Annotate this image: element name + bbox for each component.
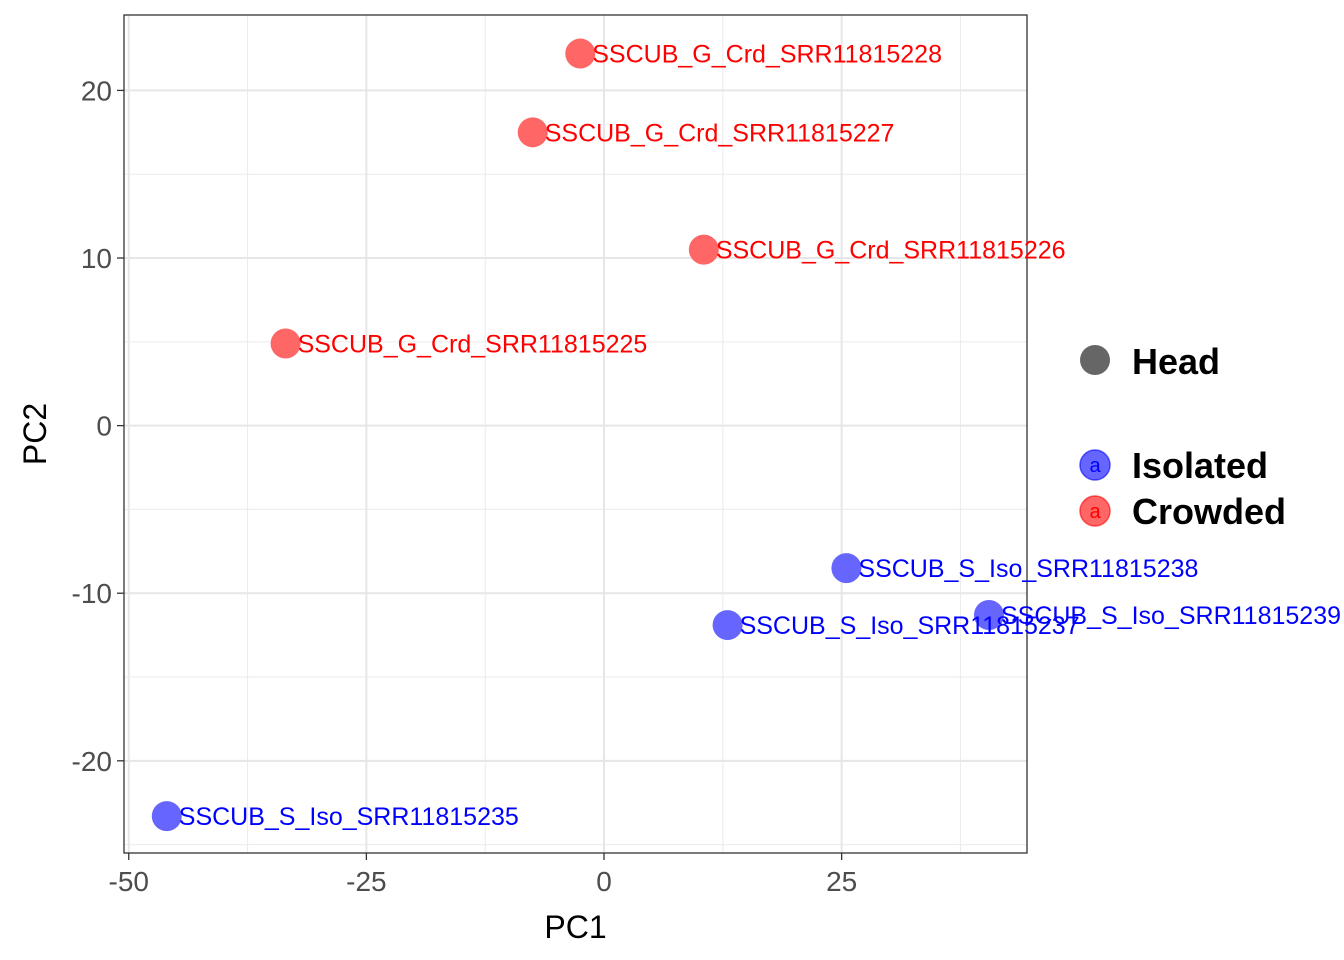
axis-ticks: -50 -25 0 25 -20 -10 0 10 20 — [72, 75, 858, 897]
legend-series-label: Isolated — [1132, 445, 1268, 486]
x-tick-label: -50 — [109, 866, 149, 897]
legend-key-glyph: a — [1089, 501, 1101, 523]
y-tick-label: 0 — [96, 411, 112, 442]
data-point — [831, 553, 862, 584]
data-point — [151, 801, 182, 832]
data-point — [270, 328, 301, 359]
y-tick-label: 10 — [81, 243, 112, 274]
data-point-label: SSCUB_G_Crd_SRR11815226 — [716, 237, 1066, 265]
y-tick-label: -10 — [72, 578, 112, 609]
legend-color-key — [1079, 495, 1111, 527]
legend-shape-label: Head — [1132, 341, 1220, 382]
legend-color-keys: a Isolated a Crowded — [1079, 445, 1286, 532]
x-axis-title: PC1 — [544, 909, 606, 945]
data-point — [517, 117, 548, 148]
data-point — [712, 610, 743, 641]
y-tick-label: -20 — [72, 746, 112, 777]
point-labels: SSCUB_S_Iso_SRR11815235 SSCUB_S_Iso_SRR11… — [179, 41, 1341, 832]
x-tick-label: -25 — [346, 866, 386, 897]
data-point-label: SSCUB_S_Iso_SRR11815237 — [740, 612, 1080, 640]
legend-key-glyph: a — [1089, 455, 1101, 477]
data-point-label: SSCUB_G_Crd_SRR11815228 — [592, 41, 942, 69]
panel-border — [123, 14, 1028, 854]
data-point-label: SSCUB_G_Crd_SRR11815225 — [298, 330, 648, 358]
data-point-label: SSCUB_S_Iso_SRR11815235 — [179, 803, 519, 831]
data-point — [688, 234, 719, 265]
y-axis-title: PC2 — [17, 403, 53, 465]
legend-series-label: Crowded — [1132, 491, 1286, 532]
data-point-label: SSCUB_S_Iso_SRR11815239 — [1001, 602, 1341, 630]
grid-major — [124, 15, 1027, 853]
legend-shape-key — [1080, 345, 1110, 375]
data-points — [151, 38, 1004, 832]
x-tick-label: 0 — [596, 866, 612, 897]
data-point-label: SSCUB_G_Crd_SRR11815227 — [545, 119, 895, 147]
legend: Head a Isolated a Crowded — [1079, 341, 1286, 532]
x-tick-label: 25 — [826, 866, 857, 897]
legend-color-key — [1079, 449, 1111, 481]
data-point — [973, 600, 1004, 631]
y-tick-label: 20 — [81, 75, 112, 106]
data-point-label: SSCUB_S_Iso_SRR11815238 — [858, 555, 1198, 583]
data-point — [565, 38, 596, 69]
